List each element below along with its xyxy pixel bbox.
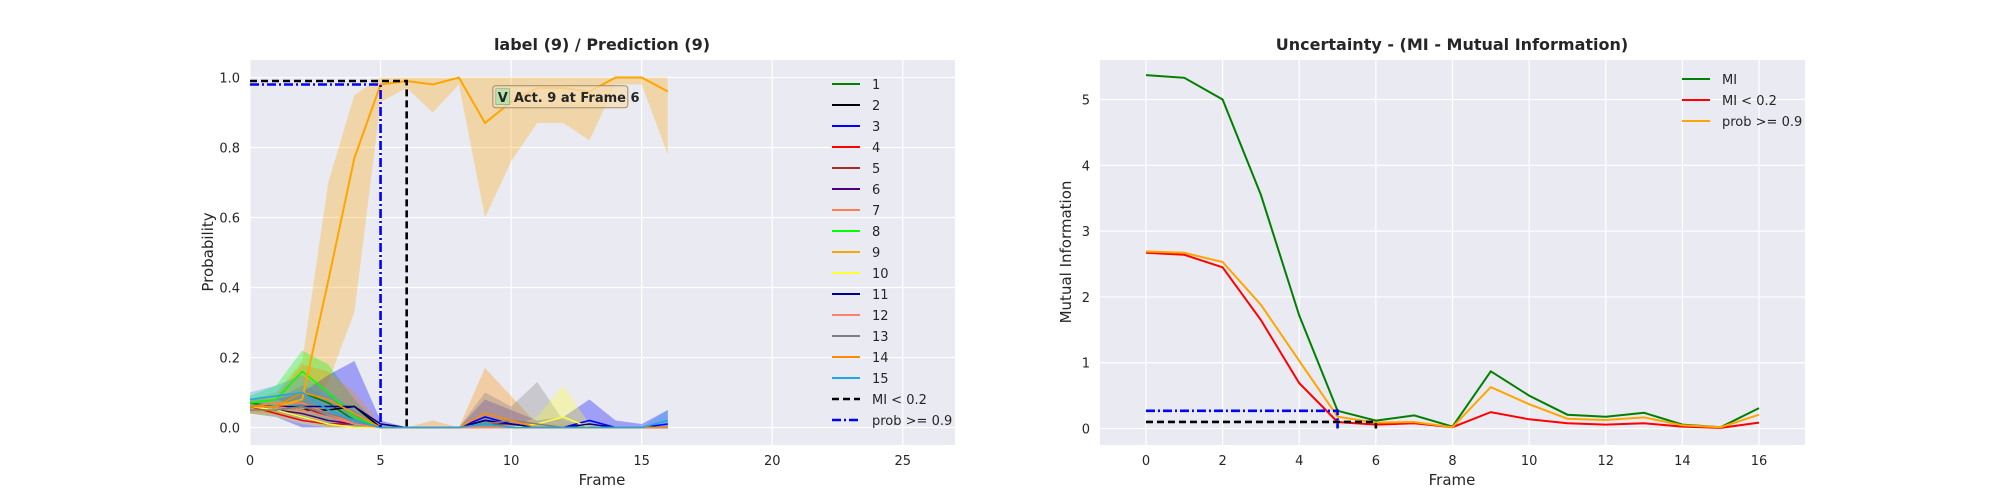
- uncertainty-x-tick-label: 10: [1521, 454, 1538, 469]
- band-series-9: [250, 77, 668, 421]
- reference-lines-uncertainty: [1145, 409, 1378, 429]
- uncertainty-y-tick-label: 4: [1082, 159, 1090, 174]
- y-axis-label-uncertainty: Mutual Information: [1057, 181, 1075, 324]
- tick-labels-probability: 0 5 10 15 20 250.00.20.40.60.81.0: [219, 72, 911, 470]
- y-axis-label-probability: Probability: [199, 212, 217, 291]
- reference-line-1: [1145, 420, 1378, 429]
- uncertainty-y-tick-label: 2: [1082, 291, 1090, 306]
- probability-y-tick-label: 0.0: [219, 422, 240, 437]
- legend-label-7: 7: [872, 204, 880, 219]
- legend-label-14: 14: [872, 351, 889, 366]
- legend-label-8: 8: [872, 225, 880, 240]
- legend-label-5: 5: [872, 162, 880, 177]
- uncertainty-y-tick-label: 1: [1082, 357, 1090, 372]
- legend-label-prob-0-9: prob >= 0.9: [1722, 115, 1802, 130]
- probability-x-tick-label: 25: [895, 454, 912, 469]
- x-axis-label-uncertainty: Frame: [1429, 471, 1476, 489]
- annotation-text: Act. 9 at Frame 6: [514, 91, 640, 106]
- probability-y-tick-label: 0.4: [219, 282, 240, 297]
- probability-x-tick-label: 15: [633, 454, 650, 469]
- probability-y-tick-label: 0.8: [219, 142, 240, 157]
- uncertainty-x-tick-label: 14: [1674, 454, 1691, 469]
- chart-title-probability: label (9) / Prediction (9): [494, 35, 710, 54]
- reference-line-2: [1145, 409, 1339, 429]
- reference-lines-probability: [250, 79, 408, 428]
- series-lines-probability: [249, 76, 669, 429]
- uncertainty-x-tick-label: 2: [1218, 454, 1226, 469]
- probability-y-tick-label: 0.2: [219, 352, 240, 367]
- legend-label-2: 2: [872, 99, 880, 114]
- legend-label-3: 3: [872, 120, 880, 135]
- legend-label-9: 9: [872, 246, 880, 261]
- uncertainty-x-tick-label: 8: [1448, 454, 1456, 469]
- series-lines-uncertainty: [1145, 74, 1760, 429]
- legend-label-4: 4: [872, 141, 880, 156]
- probability-y-tick-label: 1.0: [219, 72, 240, 87]
- legend-label-12: 12: [872, 309, 889, 324]
- probability-y-tick-label: 0.6: [219, 212, 240, 227]
- legend-label-13: 13: [872, 330, 889, 345]
- chart-title-uncertainty: Uncertainty - (MI - Mutual Information): [1276, 35, 1628, 54]
- legend-label-1: 1: [872, 78, 880, 93]
- annotation-badge: V: [498, 91, 508, 106]
- legend-uncertainty: MI MI < 0.2 prob >= 0.9: [1682, 73, 1802, 130]
- reference-line-prob-0-9: [250, 83, 382, 428]
- probability-x-tick-label: 20: [764, 454, 781, 469]
- band-series-14: [250, 364, 668, 428]
- legend-label-mi-0-2: MI < 0.2: [872, 393, 927, 408]
- annotation-box: V Act. 9 at Frame 6: [492, 85, 640, 109]
- probability-x-tick-label: 5: [376, 454, 384, 469]
- x-axis-label-probability: Frame: [579, 471, 626, 489]
- series-line-prob-0-9: [1145, 250, 1760, 429]
- legend-label-mi: MI: [1722, 73, 1737, 88]
- series-line-15: [249, 391, 669, 429]
- uncertainty-x-tick-label: 0: [1142, 454, 1150, 469]
- uncertainty-y-tick-label: 3: [1082, 225, 1090, 240]
- uncertainty-x-tick-label: 4: [1295, 454, 1303, 469]
- annotation-badge-bg: [495, 88, 511, 105]
- uncertainty-x-tick-label: 6: [1372, 454, 1380, 469]
- uncertainty-x-tick-label: 16: [1751, 454, 1768, 469]
- uncertainty-x-tick-label: 12: [1597, 454, 1614, 469]
- legend-label-6: 6: [872, 183, 880, 198]
- legend-label-11: 11: [872, 288, 889, 303]
- probability-x-tick-label: 0: [246, 454, 254, 469]
- uncertainty-y-tick-label: 0: [1082, 423, 1090, 438]
- uncertainty-y-tick-label: 5: [1082, 93, 1090, 108]
- legend-label-15: 15: [872, 372, 889, 387]
- legend-label-prob-0-9: prob >= 0.9: [872, 414, 952, 429]
- probability-x-tick-label: 10: [503, 454, 520, 469]
- legend-label-mi-0-2: MI < 0.2: [1722, 94, 1777, 109]
- band-series-8: [250, 350, 668, 428]
- annotation-frame: [492, 85, 629, 109]
- legend-label-10: 10: [872, 267, 889, 282]
- reference-line-mi-0-2: [250, 79, 408, 428]
- probability-panel: 0 5 10 15 20 250.00.20.40.60.81.0 V Act. 9 at…: [199, 35, 955, 489]
- band-series-3: [250, 361, 668, 428]
